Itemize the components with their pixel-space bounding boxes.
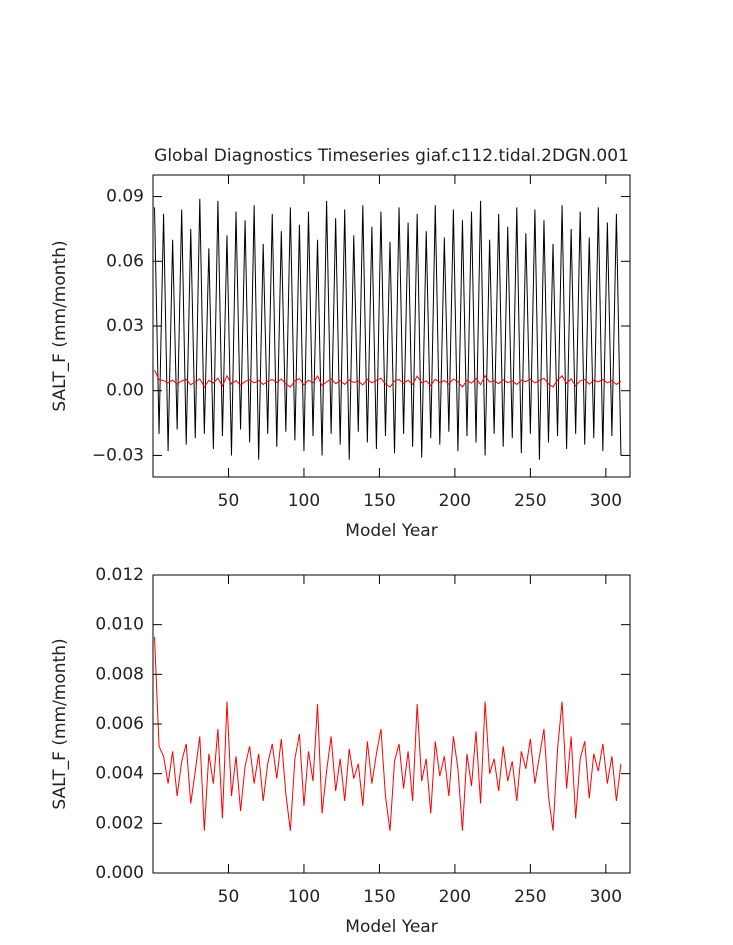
y-tick-label: 0.012 [95,565,144,585]
x-tick-label: 100 [288,887,320,907]
chart-title: Global Diagnostics Timeseries giaf.c112.… [154,146,629,166]
x-tick-label: 150 [363,887,395,907]
data-line [154,637,622,831]
data-line [154,370,622,389]
y-tick-label: 0.002 [95,813,144,833]
x-tick-label: 50 [218,491,240,511]
x-tick-label: 250 [514,887,546,907]
x-tick-label: 300 [590,887,622,907]
y-tick-label: 0.000 [95,863,144,883]
y-axis-label: SALT_F (mm/month) [50,638,70,809]
y-tick-label: 0.008 [95,664,144,684]
x-tick-label: 200 [439,491,471,511]
y-tick-label: 0.006 [95,714,144,734]
x-axis-label: Model Year [345,917,437,937]
x-tick-label: 250 [514,491,546,511]
y-tick-label: −0.03 [92,445,144,465]
y-tick-label: 0.010 [95,615,144,635]
y-tick-label: 0.00 [106,381,144,401]
x-tick-label: 150 [363,491,395,511]
data-line [154,198,622,460]
y-tick-label: 0.004 [95,764,144,784]
y-tick-label: 0.09 [106,187,144,207]
y-tick-label: 0.06 [106,251,144,271]
x-axis-label: Model Year [345,521,437,541]
y-tick-label: 0.03 [106,316,144,336]
x-tick-label: 50 [218,887,240,907]
y-axis-label: SALT_F (mm/month) [50,240,70,411]
x-tick-label: 100 [288,491,320,511]
x-tick-label: 300 [590,491,622,511]
x-tick-label: 200 [439,887,471,907]
plot-frame [152,574,631,874]
